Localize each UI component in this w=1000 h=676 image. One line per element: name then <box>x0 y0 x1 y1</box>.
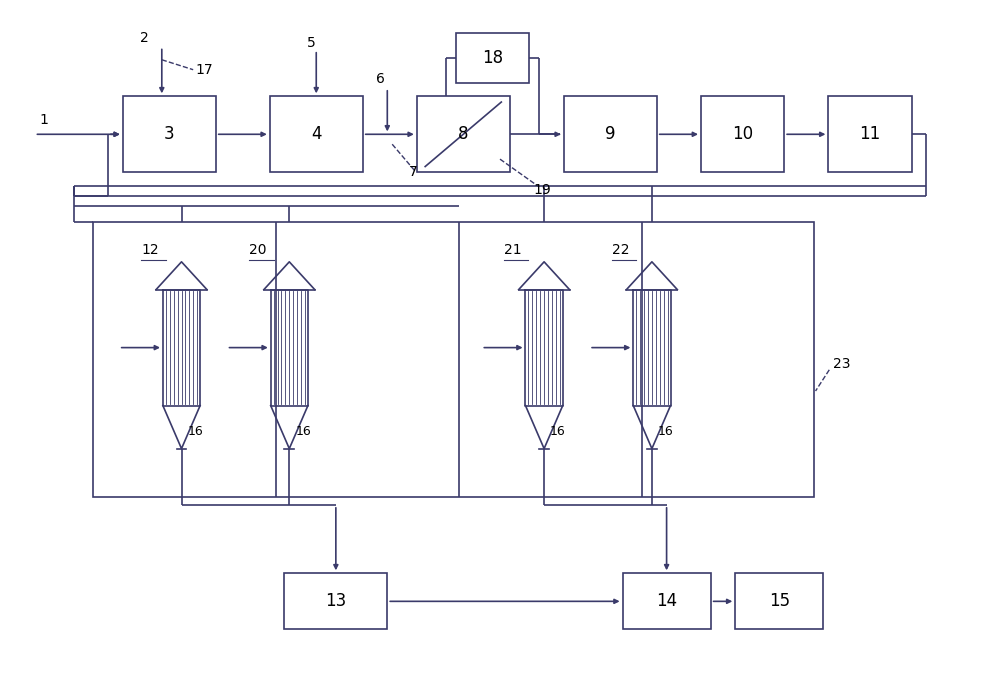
Text: 5: 5 <box>306 36 315 49</box>
FancyBboxPatch shape <box>735 573 823 629</box>
Text: 19: 19 <box>533 183 551 197</box>
Text: 3: 3 <box>164 125 175 143</box>
FancyBboxPatch shape <box>828 96 912 172</box>
FancyBboxPatch shape <box>417 96 510 172</box>
Text: 4: 4 <box>311 125 322 143</box>
Text: 22: 22 <box>612 243 629 256</box>
Text: 8: 8 <box>458 125 468 143</box>
Text: 1: 1 <box>39 114 48 127</box>
Text: 11: 11 <box>859 125 881 143</box>
FancyBboxPatch shape <box>456 33 529 83</box>
Text: 7: 7 <box>409 165 418 179</box>
Text: 2: 2 <box>140 31 149 45</box>
Text: 6: 6 <box>376 72 384 87</box>
Text: 13: 13 <box>325 592 346 610</box>
Text: 17: 17 <box>195 64 213 77</box>
Text: 16: 16 <box>187 425 203 438</box>
FancyBboxPatch shape <box>701 96 784 172</box>
Text: 9: 9 <box>605 125 615 143</box>
Text: 21: 21 <box>504 243 522 256</box>
Text: 16: 16 <box>295 425 311 438</box>
Text: 16: 16 <box>550 425 566 438</box>
FancyBboxPatch shape <box>123 96 216 172</box>
Text: 20: 20 <box>249 243 267 256</box>
FancyBboxPatch shape <box>284 573 387 629</box>
Text: 10: 10 <box>732 125 753 143</box>
FancyBboxPatch shape <box>622 573 711 629</box>
Text: 18: 18 <box>482 49 503 67</box>
Text: 14: 14 <box>656 592 677 610</box>
Text: 16: 16 <box>658 425 674 438</box>
Text: 23: 23 <box>833 357 851 371</box>
Text: 15: 15 <box>769 592 790 610</box>
FancyBboxPatch shape <box>564 96 657 172</box>
FancyBboxPatch shape <box>270 96 363 172</box>
FancyBboxPatch shape <box>93 222 814 497</box>
Text: 12: 12 <box>141 243 159 256</box>
